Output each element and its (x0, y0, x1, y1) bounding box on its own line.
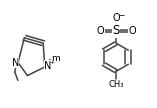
Text: −: − (118, 11, 124, 20)
Text: +: + (50, 60, 55, 65)
Text: O: O (112, 13, 120, 23)
Text: N: N (12, 58, 19, 68)
Text: S: S (113, 24, 120, 37)
Text: O: O (97, 26, 104, 36)
Text: O: O (128, 26, 136, 36)
Text: N: N (44, 61, 51, 71)
Text: m: m (51, 54, 60, 63)
Text: CH₃: CH₃ (108, 80, 124, 89)
